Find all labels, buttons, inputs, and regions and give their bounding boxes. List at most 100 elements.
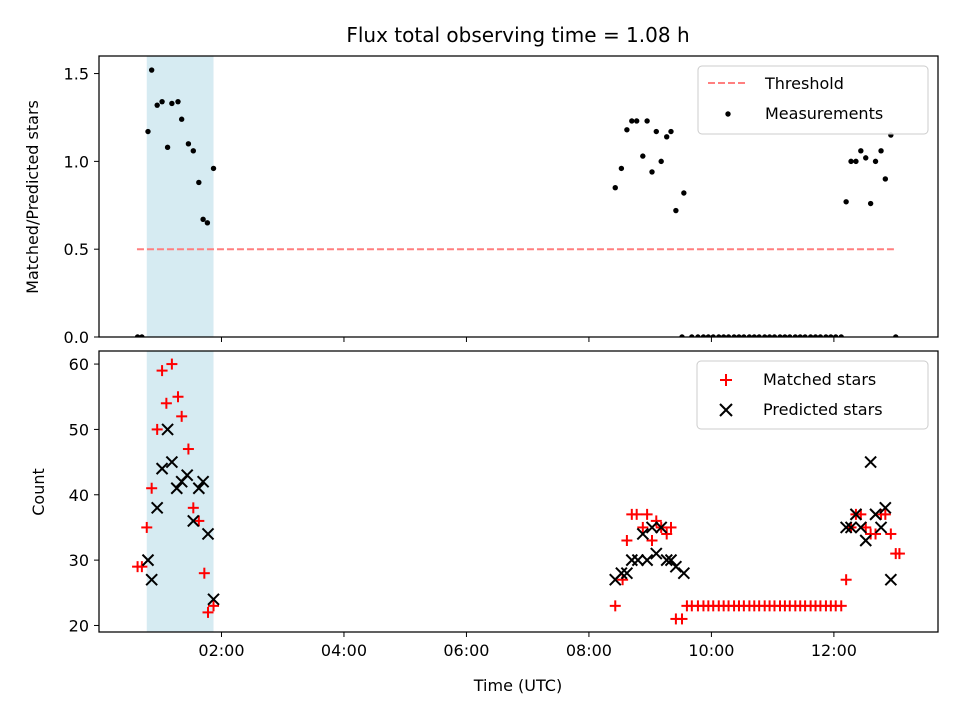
legend-predicted-swatch — [719, 403, 733, 417]
measurement-point — [695, 334, 701, 337]
legend-predicted-label: Predicted stars — [763, 400, 883, 419]
chart-title: Flux total observing time = 1.08 h — [346, 23, 689, 47]
matched-star-point — [136, 561, 148, 573]
measurement-point — [833, 334, 839, 337]
y-tick-label: 30 — [69, 551, 89, 570]
measurement-point — [863, 155, 869, 161]
legend-matched-swatch — [720, 374, 732, 386]
measurement-point — [838, 334, 844, 337]
legend-measurements-swatch — [725, 111, 731, 117]
measurement-point — [679, 334, 685, 337]
matched-star-point — [609, 600, 621, 612]
predicted-star-point — [170, 482, 183, 495]
predicted-star-point — [196, 475, 210, 488]
measurement-point — [169, 100, 175, 107]
measurement-point — [782, 334, 788, 337]
matched-star-point — [156, 365, 168, 377]
measurement-point — [210, 165, 217, 172]
predicted-star-point — [631, 553, 645, 567]
bottom-y-axis-label: Count — [29, 468, 48, 516]
measurement-point — [731, 334, 737, 337]
predicted-star-point — [869, 508, 882, 521]
matched-star-point — [661, 528, 673, 540]
measurement-point — [761, 334, 768, 337]
predicted-star-point — [150, 501, 164, 515]
measurement-point — [756, 334, 762, 337]
predicted-star-point — [155, 462, 169, 475]
predicted-star-point — [620, 566, 634, 580]
measurement-point — [175, 98, 181, 105]
predicted-star-point — [660, 553, 673, 567]
measurement-point — [812, 334, 819, 337]
predicted-star-point — [664, 553, 678, 567]
matched-star-point — [182, 443, 194, 455]
predicted-star-point — [165, 455, 179, 469]
predicted-star-point — [192, 482, 206, 495]
x-axis-label: Time (UTC) — [473, 676, 562, 695]
legend-matched-label: Matched stars — [763, 370, 876, 389]
measurement-point — [843, 199, 849, 205]
measurement-point — [644, 118, 650, 124]
bottom-panel: 02:00 04:00 06:00 08:00 10:00 12:00 20 30 40 50 6… — [29, 350, 939, 695]
measurement-point — [882, 176, 889, 182]
matched-star-point — [665, 521, 677, 533]
measurement-point — [658, 158, 664, 165]
matched-star-point — [650, 515, 662, 527]
matched-star-point — [160, 397, 172, 409]
shaded-span — [146, 56, 214, 337]
top-y-axis-label: Matched/Predicted stars — [23, 100, 42, 294]
matched-star-point — [176, 410, 188, 422]
matched-star-point — [187, 502, 199, 514]
measurement-point — [766, 334, 773, 337]
predicted-star-point — [645, 521, 659, 534]
y-tick-label: 0.5 — [64, 240, 89, 259]
measurement-point — [716, 334, 722, 337]
matched-star-point — [621, 535, 633, 547]
matched-star-point — [151, 423, 163, 435]
measurement-point — [145, 128, 151, 135]
matched-star-point — [840, 574, 852, 586]
x-tick-label: 06:00 — [443, 641, 489, 660]
matched-star-point — [193, 515, 205, 527]
matched-star-point — [146, 482, 158, 494]
measurement-point — [802, 334, 808, 337]
measurement-point — [159, 98, 165, 105]
measurement-point — [612, 185, 618, 191]
x-tick-label: 12:00 — [811, 641, 857, 660]
matched-star-point — [641, 508, 653, 520]
measurement-point — [681, 190, 687, 196]
top-legend: Threshold Measurements — [697, 65, 929, 135]
predicted-star-point — [141, 553, 155, 567]
measurement-point — [867, 200, 874, 207]
matched-star-point — [879, 508, 891, 520]
measurement-point — [629, 118, 635, 124]
top-legend-box — [697, 65, 929, 135]
measurement-point — [710, 334, 716, 337]
predicted-star-point — [669, 560, 683, 573]
measurement-point — [190, 148, 197, 154]
matched-star-point — [172, 391, 184, 403]
measurement-point — [777, 334, 783, 337]
matched-star-point — [202, 606, 214, 618]
predicted-star-point — [640, 553, 654, 567]
measurement-point — [751, 334, 757, 337]
matched-star-point — [141, 521, 153, 533]
predicted-star-point — [864, 455, 877, 469]
measurement-point — [664, 134, 670, 140]
predicted-star-point — [839, 521, 853, 534]
measurement-point — [705, 334, 712, 337]
measurement-point — [196, 179, 202, 186]
matched-star-point — [637, 521, 649, 533]
predicted-star-point — [161, 423, 174, 436]
predicted-star-point — [844, 521, 858, 534]
measurement-point — [858, 148, 864, 154]
measurement-point — [848, 158, 854, 165]
measurement-point — [673, 207, 679, 214]
predicted-star-point — [615, 566, 628, 580]
matched-star-point — [646, 535, 658, 547]
legend-measurements-label: Measurements — [765, 104, 883, 123]
predicted-star-point — [187, 514, 200, 528]
measurement-point — [700, 334, 707, 337]
measurement-point — [668, 128, 674, 135]
